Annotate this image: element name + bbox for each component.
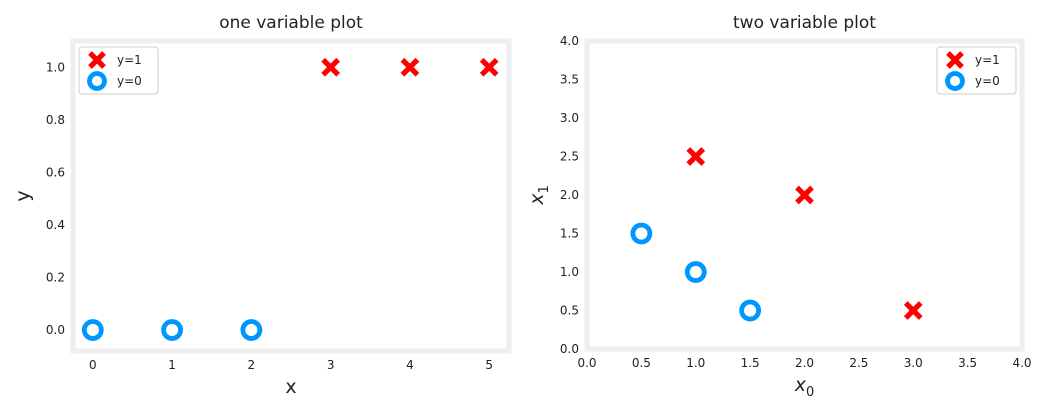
data-points xyxy=(630,147,923,322)
marker-stroke xyxy=(795,185,814,205)
marker-stroke xyxy=(88,51,106,69)
x-tick-label: 2.5 xyxy=(849,356,868,370)
marker-stroke xyxy=(479,57,499,77)
legend-x-icon xyxy=(946,51,964,69)
x-tick-label: 0.0 xyxy=(577,356,596,370)
positive-point xyxy=(479,57,499,77)
legend-label: y=1 xyxy=(117,53,142,67)
marker-stroke xyxy=(321,57,340,77)
x-tick-label: 0 xyxy=(89,358,97,372)
positive-point xyxy=(903,301,923,320)
negative-point xyxy=(81,319,104,341)
y-tick-label: 3.0 xyxy=(560,111,579,125)
x-axis-label: x xyxy=(285,376,296,398)
negative-point xyxy=(684,261,707,283)
legend-circle-icon xyxy=(87,71,107,91)
y-tick-label: 0.4 xyxy=(46,218,65,232)
x-tick-label: 1.0 xyxy=(686,356,705,370)
x-tick-label: 4 xyxy=(406,358,414,372)
y-tick-label: 1.5 xyxy=(560,227,579,241)
y-axis-label: x1 xyxy=(526,185,552,206)
marker-stroke xyxy=(400,57,420,77)
x-tick-label: 1.5 xyxy=(741,356,760,370)
y-tick-label: 0.5 xyxy=(560,304,579,318)
marker-stroke xyxy=(946,51,964,69)
legend-circle-icon xyxy=(945,71,965,91)
y-tick-label: 0.2 xyxy=(46,270,65,284)
positive-point xyxy=(400,57,420,77)
x-tick-label: 3 xyxy=(327,358,335,372)
data-points xyxy=(81,57,499,341)
negative-point xyxy=(630,222,653,245)
legend-label: y=0 xyxy=(117,74,142,88)
chart-1: one variable plot 0 1 2 3 4 5 0.0 0.2 0.4 0.6 0.8 1.… xyxy=(12,13,512,398)
y-axis-label-main: x xyxy=(526,193,548,206)
y-tick-label: 0.0 xyxy=(46,323,65,337)
y-axis-label-main: y xyxy=(12,190,34,201)
y-tick-label: 2.5 xyxy=(560,150,579,164)
legend-label: y=1 xyxy=(975,53,1000,67)
y-tick-label: 0.6 xyxy=(46,165,65,179)
x-tick-label: 3.0 xyxy=(904,356,923,370)
x-tick-label: 2.0 xyxy=(795,356,814,370)
x-tick-label: 0.5 xyxy=(632,356,651,370)
x-axis-label-main: x xyxy=(794,374,807,396)
negative-point xyxy=(161,319,183,341)
y-tick-label: 1.0 xyxy=(560,265,579,279)
x-axis-label-sub: 0 xyxy=(806,385,814,400)
legend-label: y=0 xyxy=(975,74,1000,88)
legend: y=1 y=0 xyxy=(936,46,1017,95)
x-tick-label: 4.0 xyxy=(1012,356,1031,370)
marker-stroke xyxy=(686,147,706,166)
legend-x-icon xyxy=(88,51,106,69)
positive-point xyxy=(686,147,706,166)
y-axis-label-sub: 1 xyxy=(537,185,552,193)
x-tick-label: 3.5 xyxy=(958,356,977,370)
x-tick-label: 1 xyxy=(168,358,176,372)
negative-point xyxy=(240,319,263,341)
chart-title: two variable plot xyxy=(733,13,876,33)
chart-2: two variable plot 0.0 0.5 1.0 1.5 2.0 2.5 3.0 3.… xyxy=(526,13,1032,400)
y-tick-label: 0.0 xyxy=(560,342,579,356)
y-tick-label: 1.0 xyxy=(46,60,65,74)
y-tick-label: 3.5 xyxy=(560,73,579,87)
x-tick-label: 5 xyxy=(485,358,493,372)
x-axis-label-main: x xyxy=(285,376,296,398)
x-tick-label: 2 xyxy=(248,358,256,372)
positive-point xyxy=(795,185,814,205)
x-axis-label: x0 xyxy=(794,374,815,400)
legend: y=1 y=0 xyxy=(78,46,159,95)
marker-stroke xyxy=(903,301,923,320)
negative-point xyxy=(739,299,762,322)
y-tick-label: 0.8 xyxy=(46,113,65,127)
y-tick-label: 2.0 xyxy=(560,188,579,202)
y-axis-label: y xyxy=(12,190,34,201)
chart-title: one variable plot xyxy=(219,13,363,33)
positive-point xyxy=(321,57,340,77)
y-tick-label: 4.0 xyxy=(560,34,579,48)
